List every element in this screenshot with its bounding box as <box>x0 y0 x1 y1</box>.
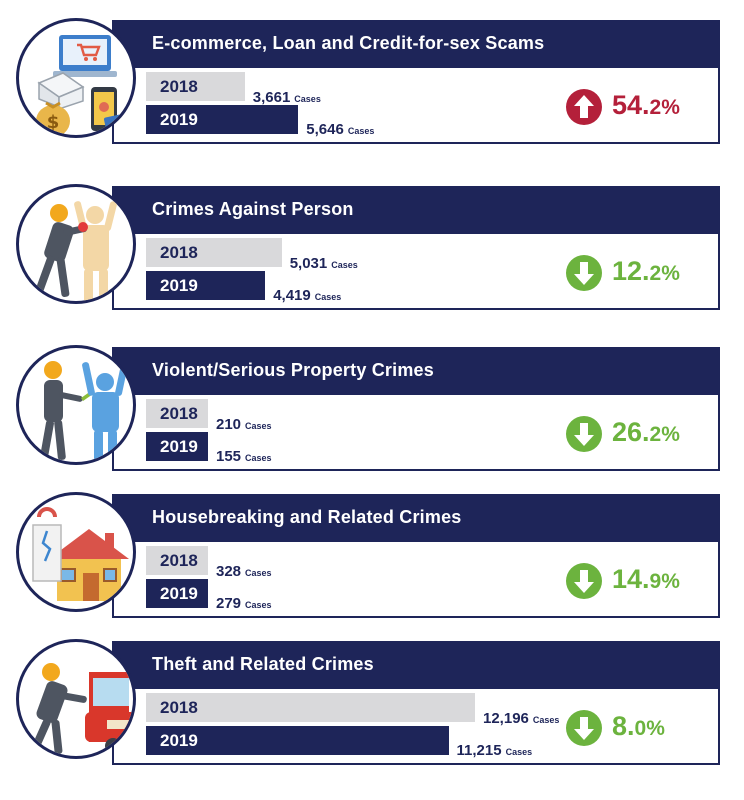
chart-panel: E-commerce, Loan and Credit-for-sex Scam… <box>0 18 744 166</box>
value-label-2019: 155 Cases <box>216 448 272 465</box>
percent-decimal: 9% <box>649 570 680 593</box>
percent-decimal: 2% <box>649 423 680 446</box>
value-label-2018: 328 Cases <box>216 563 272 580</box>
percent-change: 12.2% <box>612 256 680 287</box>
value-label-2019: 4,419 Cases <box>273 287 341 304</box>
housebreaking-icon <box>16 492 136 612</box>
percent-decimal: 2% <box>649 96 680 119</box>
ecommerce-scam-icon: $ <box>16 18 136 138</box>
year-label-2018: 2018 <box>160 77 198 96</box>
value-label-2019: 11,215 Cases <box>457 742 533 759</box>
bar-2018 <box>146 399 208 428</box>
year-label-2018: 2018 <box>160 698 198 717</box>
year-label-2019: 2019 <box>160 731 198 750</box>
value-unit: Cases <box>245 600 272 610</box>
svg-text:$: $ <box>47 112 60 133</box>
year-label-2018: 2018 <box>160 551 198 570</box>
percent-change: 8.0% <box>612 711 665 742</box>
value-label-2018: 210 Cases <box>216 416 272 433</box>
value-label-2018: 5,031 Cases <box>290 255 358 272</box>
chart-panel: Theft and Related Crimes 2018 12,196 Cases 2… <box>0 639 744 787</box>
percent-main: 8. <box>612 711 635 741</box>
percent-decimal: 0% <box>634 717 665 740</box>
arrow-up-icon <box>565 88 603 126</box>
panel-title: Housebreaking and Related Crimes <box>152 507 462 527</box>
year-label-2018: 2018 <box>160 404 198 423</box>
arrow-down-icon <box>565 254 603 292</box>
year-label-2019: 2019 <box>160 584 198 603</box>
bar-2018 <box>146 238 282 267</box>
bar-2018 <box>146 693 475 722</box>
panel-title: Crimes Against Person <box>152 199 354 219</box>
bar-2018 <box>146 72 245 101</box>
bar-2019 <box>146 432 208 461</box>
bar-2019 <box>146 726 449 755</box>
panel-title: Theft and Related Crimes <box>152 654 374 674</box>
value-number: 155 <box>216 448 242 465</box>
panel-header <box>112 641 720 689</box>
value-number: 279 <box>216 595 242 612</box>
panel-header <box>112 347 720 395</box>
arrow-down-icon <box>565 562 603 600</box>
chart-panel: Housebreaking and Related Crimes 2018 328 C… <box>0 492 744 640</box>
value-number: 3,661 <box>252 89 291 106</box>
panel-header <box>112 494 720 542</box>
value-unit: Cases <box>505 747 533 757</box>
year-label-2019: 2019 <box>160 437 198 456</box>
assault-icon <box>16 184 136 304</box>
arrow-down-icon <box>565 709 603 747</box>
panel-body <box>112 395 720 471</box>
value-number: 5,031 <box>289 255 328 272</box>
bar-2019 <box>146 105 299 134</box>
percent-main: 14. <box>612 564 650 594</box>
car-theft-icon <box>16 639 136 759</box>
chart-panel: Crimes Against Person 2018 5,031 Cases 2019 4… <box>0 184 744 332</box>
value-number: 12,196 <box>483 710 529 727</box>
value-number: 5,646 <box>306 121 344 138</box>
value-unit: Cases <box>331 260 358 270</box>
value-label-2018: 3,661 Cases <box>253 89 321 106</box>
value-unit: Cases <box>532 715 560 725</box>
robbery-icon <box>16 345 136 465</box>
panel-title: Violent/Serious Property Crimes <box>152 360 434 380</box>
value-number: 210 <box>216 416 242 433</box>
chart-panel: Violent/Serious Property Crimes 2018 210 Ca… <box>0 345 744 493</box>
arrow-down-icon <box>565 415 603 453</box>
value-label-2019: 279 Cases <box>216 595 272 612</box>
panel-header <box>112 186 720 234</box>
value-unit: Cases <box>245 453 272 463</box>
percent-main: 12. <box>612 256 650 286</box>
value-unit: Cases <box>245 568 272 578</box>
percent-main: 26. <box>612 417 650 447</box>
year-label-2019: 2019 <box>160 276 198 295</box>
year-label-2019: 2019 <box>160 110 198 129</box>
bar-2019 <box>146 579 208 608</box>
panel-header <box>112 20 720 68</box>
value-number: 328 <box>216 563 242 580</box>
value-number: 4,419 <box>273 287 311 304</box>
value-number: 11,215 <box>456 742 502 759</box>
value-unit: Cases <box>347 126 375 136</box>
year-label-2018: 2018 <box>160 243 198 262</box>
value-label-2019: 5,646 Cases <box>306 121 374 138</box>
percent-change: 14.9% <box>612 564 680 595</box>
percent-decimal: 2% <box>649 262 680 285</box>
value-unit: Cases <box>314 292 342 302</box>
percent-change: 54.2% <box>612 90 680 121</box>
value-unit: Cases <box>245 421 272 431</box>
bar-2019 <box>146 271 266 300</box>
value-label-2018: 12,196 Cases <box>483 710 559 727</box>
value-unit: Cases <box>294 94 321 104</box>
percent-main: 54. <box>612 90 650 120</box>
bar-2018 <box>146 546 208 575</box>
panel-title: E-commerce, Loan and Credit-for-sex Scam… <box>152 33 545 53</box>
percent-change: 26.2% <box>612 417 680 448</box>
